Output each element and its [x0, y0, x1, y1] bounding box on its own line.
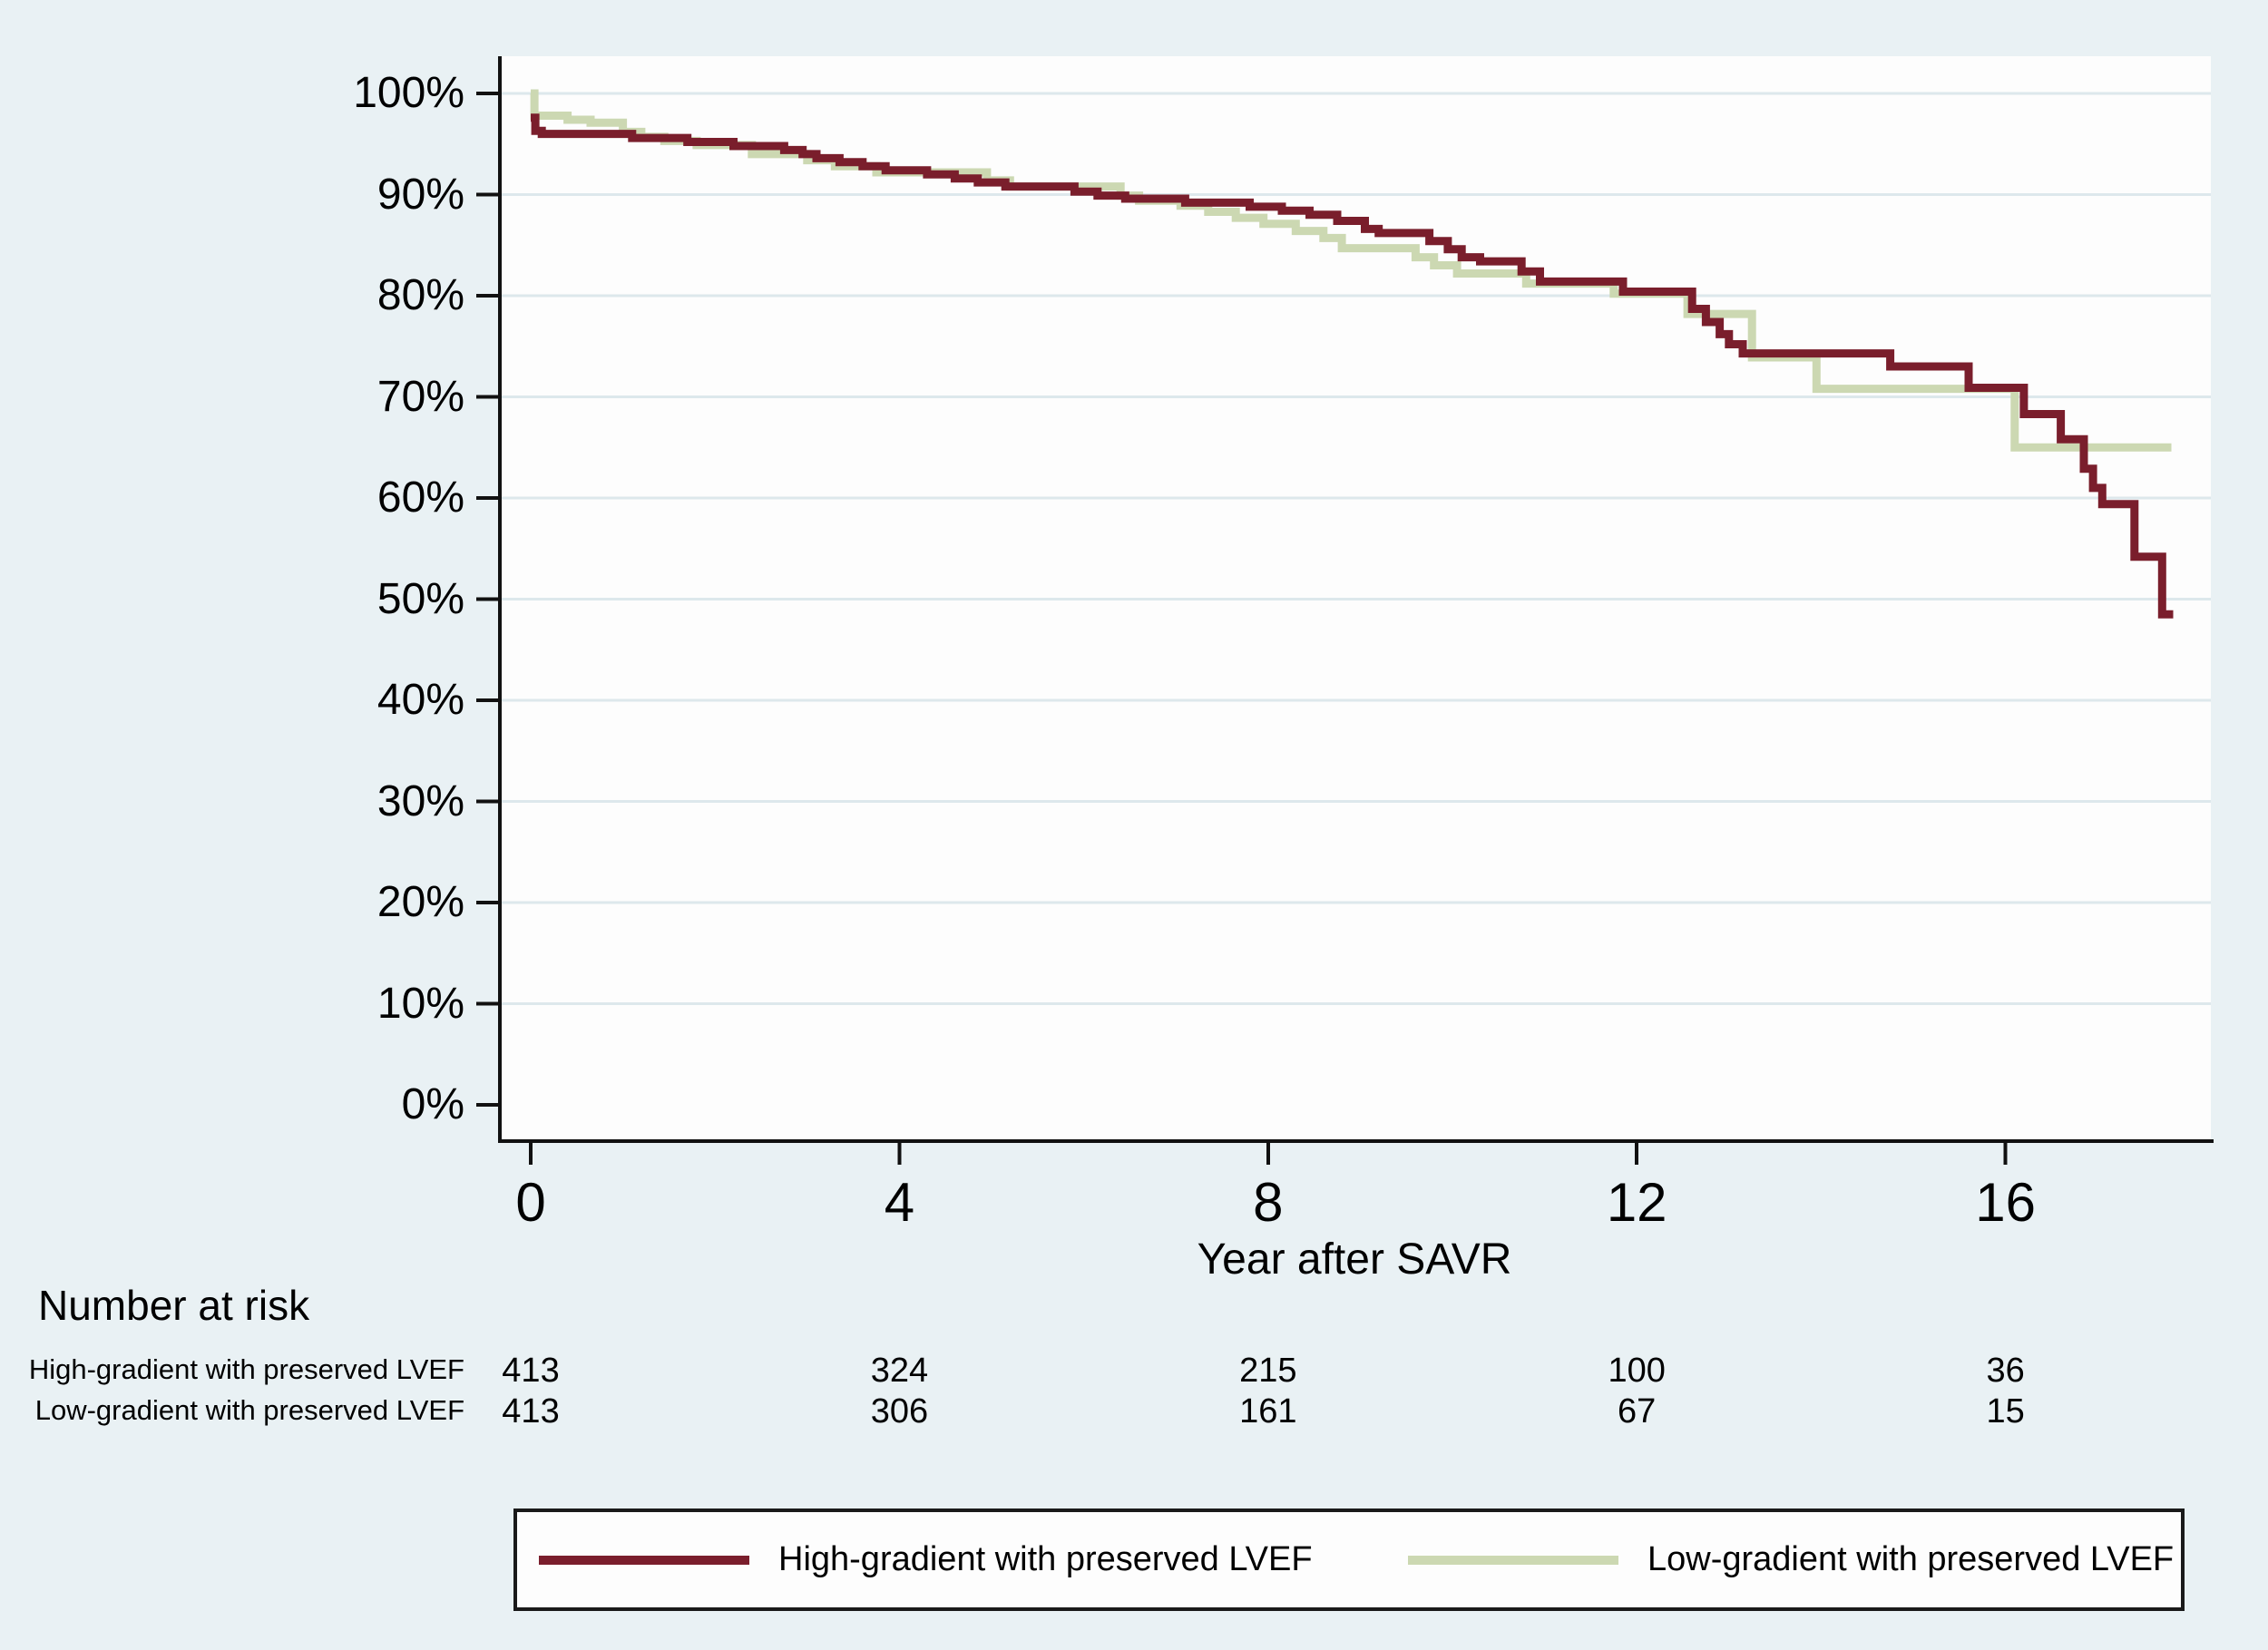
y-tick-label-10: 10%: [376, 979, 464, 1028]
risk-value-row2-year8: 161: [1239, 1392, 1297, 1430]
risk-value-row2-year16: 15: [1986, 1392, 2025, 1430]
x-tick-label-8: 8: [1253, 1172, 1284, 1233]
gridlines: [502, 92, 2211, 1005]
y-tick-label-40: 40%: [376, 676, 464, 724]
x-tick-label-16: 16: [1975, 1172, 2036, 1233]
curve-high-gradient-with-preserved-lvef: [531, 113, 2174, 619]
risk-row-label-high-gradient: High-gradient with preserved LVEF: [28, 1353, 464, 1385]
axis-ticks: [476, 92, 2008, 1165]
risk-value-row1-year4: 324: [870, 1352, 929, 1390]
y-tick-label-50: 50%: [376, 574, 464, 623]
survival-curves: [530, 89, 2174, 619]
legend-swatch-high-gradient: [539, 1556, 749, 1565]
legend-label-high-gradient: High-gradient with preserved LVEF: [778, 1540, 1313, 1578]
risk-value-row2-year12: 67: [1618, 1392, 1657, 1430]
legend: High-gradient with preserved LVEF Low-gr…: [513, 1508, 2185, 1611]
legend-swatch-low-gradient: [1408, 1556, 1618, 1565]
risk-table-heading: Number at risk: [38, 1282, 310, 1329]
risk-row-label-low-gradient: Low-gradient with preserved LVEF: [34, 1394, 464, 1426]
y-tick-label-30: 30%: [376, 776, 464, 825]
risk-value-row1-year8: 215: [1239, 1352, 1297, 1390]
y-tick-label-80: 80%: [376, 271, 464, 319]
y-tick-label-70: 70%: [376, 372, 464, 421]
x-tick-label-0: 0: [515, 1172, 546, 1233]
x-tick-label-4: 4: [884, 1172, 915, 1233]
y-tick-label-20: 20%: [376, 878, 464, 926]
y-tick-label-90: 90%: [376, 170, 464, 219]
risk-value-row2-year4: 306: [870, 1392, 929, 1430]
risk-value-row1-year0: 413: [502, 1352, 560, 1390]
y-tick-label-60: 60%: [376, 474, 464, 522]
x-axis-title: Year after SAVR: [1197, 1235, 1512, 1284]
risk-value-row1-year12: 100: [1608, 1352, 1666, 1390]
legend-label-low-gradient: Low-gradient with preserved LVEF: [1647, 1540, 2175, 1578]
y-tick-label-0: 0%: [401, 1080, 464, 1128]
risk-value-row1-year16: 36: [1986, 1352, 2025, 1390]
y-tick-label-100: 100%: [353, 69, 464, 117]
risk-value-row2-year0: 413: [502, 1392, 560, 1430]
x-tick-label-12: 12: [1606, 1172, 1667, 1233]
